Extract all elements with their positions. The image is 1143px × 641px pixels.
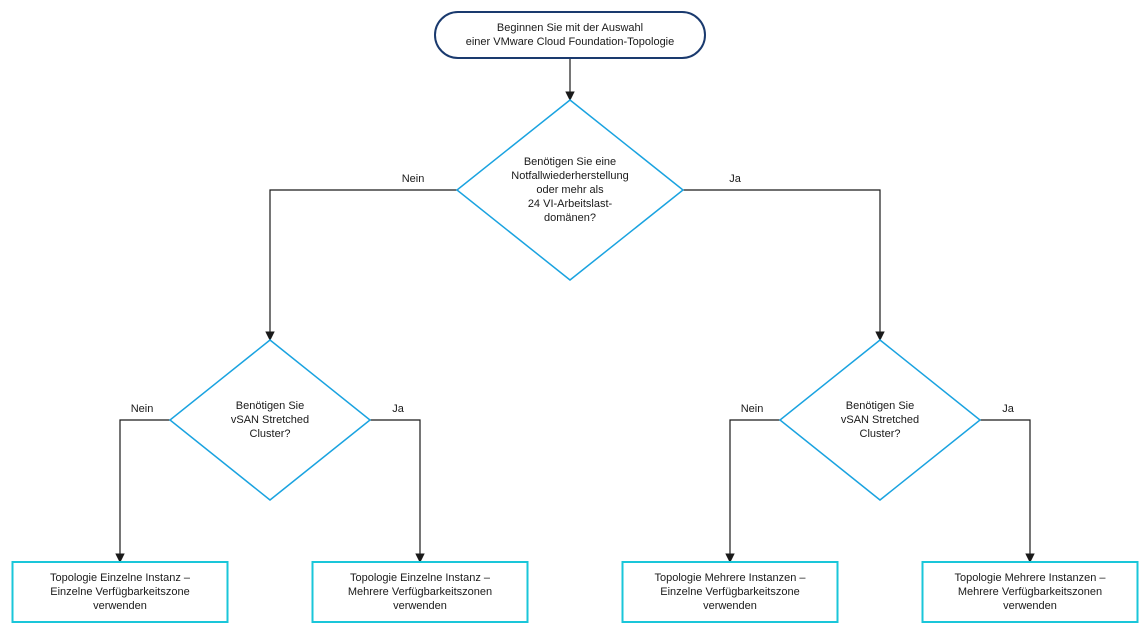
node-text-line: Einzelne Verfügbarkeitszone: [50, 586, 189, 598]
node-text-line: Mehrere Verfügbarkeitszonen: [958, 586, 1102, 598]
d2r-node: Benötigen Sie vSAN Stretched Cluster?: [780, 340, 980, 500]
r2-node: Topologie Einzelne Instanz – Mehrere Verf…: [313, 562, 528, 622]
node-text-line: vSAN Stretched: [231, 414, 309, 426]
node-text-line: Topologie Mehrere Instanzen –: [654, 572, 806, 584]
edge-label: Nein: [741, 403, 764, 415]
flowchart: Nein Ja Nein Ja Nein Ja Beginnen Sie mit der A…: [0, 0, 1143, 641]
edge-label: Ja: [392, 403, 405, 415]
edge-label: Ja: [729, 173, 742, 185]
node-text-line: 24 VI-Arbeitslast-: [528, 198, 613, 210]
edge: [730, 420, 780, 562]
d2l-node: Benötigen Sie vSAN Stretched Cluster?: [170, 340, 370, 500]
edge: [370, 420, 420, 562]
edge-label: Ja: [1002, 403, 1015, 415]
r1-node: Topologie Einzelne Instanz – Einzelne Ver…: [13, 562, 228, 622]
edge: [683, 190, 880, 340]
node-text-line: Benötigen Sie: [846, 400, 915, 412]
node-text-line: einer VMware Cloud Foundation-Topologie: [466, 36, 675, 48]
nodes: Beginnen Sie mit der Auswahl einer VMware…: [13, 12, 1138, 622]
node-text-line: Topologie Einzelne Instanz –: [350, 572, 491, 584]
node-text-line: verwenden: [703, 600, 757, 612]
edge: [120, 420, 170, 562]
node-text-line: Topologie Mehrere Instanzen –: [954, 572, 1106, 584]
d1-node: Benötigen Sie eine Notfallwiederherstellu…: [457, 100, 683, 280]
node-text-line: Cluster?: [860, 428, 901, 440]
node-text-line: verwenden: [1003, 600, 1057, 612]
edge-label: Nein: [402, 173, 425, 185]
edge: [270, 190, 457, 340]
edge-label: Nein: [131, 403, 154, 415]
node-text-line: Mehrere Verfügbarkeitszonen: [348, 586, 492, 598]
node-text-line: vSAN Stretched: [841, 414, 919, 426]
edge: [980, 420, 1030, 562]
r3-node: Topologie Mehrere Instanzen – Einzelne Ve…: [623, 562, 838, 622]
node-text-line: Cluster?: [250, 428, 291, 440]
start-node: Beginnen Sie mit der Auswahl einer VMware…: [435, 12, 705, 58]
node-text-line: Benötigen Sie: [236, 400, 305, 412]
node-text-line: verwenden: [393, 600, 447, 612]
node-text-line: Notfallwiederherstellung: [511, 170, 628, 182]
node-text-line: Topologie Einzelne Instanz –: [50, 572, 191, 584]
node-text-line: Einzelne Verfügbarkeitszone: [660, 586, 799, 598]
node-text-line: domänen?: [544, 212, 596, 224]
node-text-line: Benötigen Sie eine: [524, 156, 616, 168]
node-text-line: Beginnen Sie mit der Auswahl: [497, 22, 643, 34]
node-text-line: oder mehr als: [536, 184, 604, 196]
node-text-line: verwenden: [93, 600, 147, 612]
r4-node: Topologie Mehrere Instanzen – Mehrere Ver…: [923, 562, 1138, 622]
